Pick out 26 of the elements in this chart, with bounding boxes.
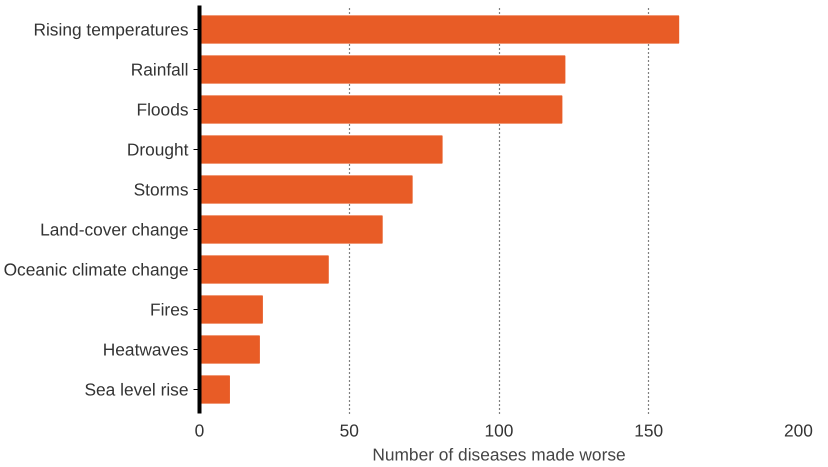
- x-tick-label: 100: [484, 420, 514, 440]
- bar: [200, 335, 260, 364]
- y-tick-label: Rising temperatures: [33, 20, 189, 40]
- bar: [200, 135, 443, 164]
- y-tick-label: Rainfall: [130, 60, 189, 80]
- x-tick-label: 200: [784, 420, 813, 440]
- y-tick-label: Storms: [134, 180, 189, 200]
- y-tick-label: Floods: [136, 100, 189, 120]
- bar: [200, 375, 230, 404]
- bar: [200, 15, 680, 44]
- bar: [200, 215, 383, 244]
- y-tick-label: Heatwaves: [102, 340, 189, 360]
- y-tick-label: Drought: [126, 140, 189, 160]
- y-tick-label: Fires: [150, 300, 189, 320]
- bar: [200, 255, 329, 284]
- x-tick-label: 50: [340, 420, 359, 440]
- x-tick-label: 150: [634, 420, 664, 440]
- y-tick-label: Oceanic climate change: [4, 260, 189, 280]
- bar: [200, 55, 566, 84]
- bar: [200, 175, 413, 204]
- x-axis-title: Number of diseases made worse: [372, 444, 626, 464]
- y-tick-label: Land-cover change: [40, 220, 189, 240]
- x-tick-label: 0: [194, 420, 204, 440]
- bar: [200, 95, 562, 124]
- bar: [200, 295, 263, 324]
- y-tick-label: Sea level rise: [84, 380, 189, 400]
